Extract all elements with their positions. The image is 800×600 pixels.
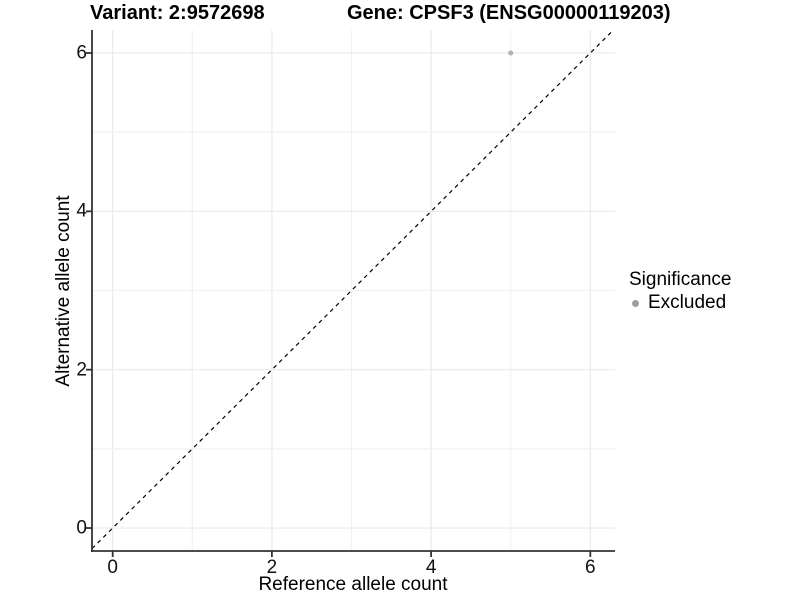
legend-point-icon [632, 299, 639, 307]
x-tick-label-4: 4 [425, 557, 437, 578]
y-tick-label-6: 6 [76, 42, 87, 64]
x-tick-label-0: 0 [107, 557, 118, 578]
x-tick-label-2: 2 [266, 557, 278, 578]
gene-title: Gene: CPSF3 (ENSG00000119203) [347, 2, 671, 24]
y-tick-label-2: 2 [76, 359, 87, 381]
x-axis-title: Reference allele count [258, 574, 448, 595]
legend: Significance Excluded [629, 270, 731, 313]
y-tick-label-4: 4 [76, 200, 87, 222]
legend-item-label: Excluded [648, 292, 727, 313]
identity-dashed-line [91, 29, 614, 550]
x-tick-label-6: 6 [585, 557, 596, 578]
legend-item-excluded: Excluded [629, 293, 731, 313]
variant-title: Variant: 2:9572698 [90, 2, 265, 24]
y-tick-label-0: 0 [76, 517, 87, 539]
y-axis-title: Alternative allele count [53, 195, 74, 387]
data-point-0 [508, 50, 514, 56]
legend-title: Significance [629, 269, 732, 290]
